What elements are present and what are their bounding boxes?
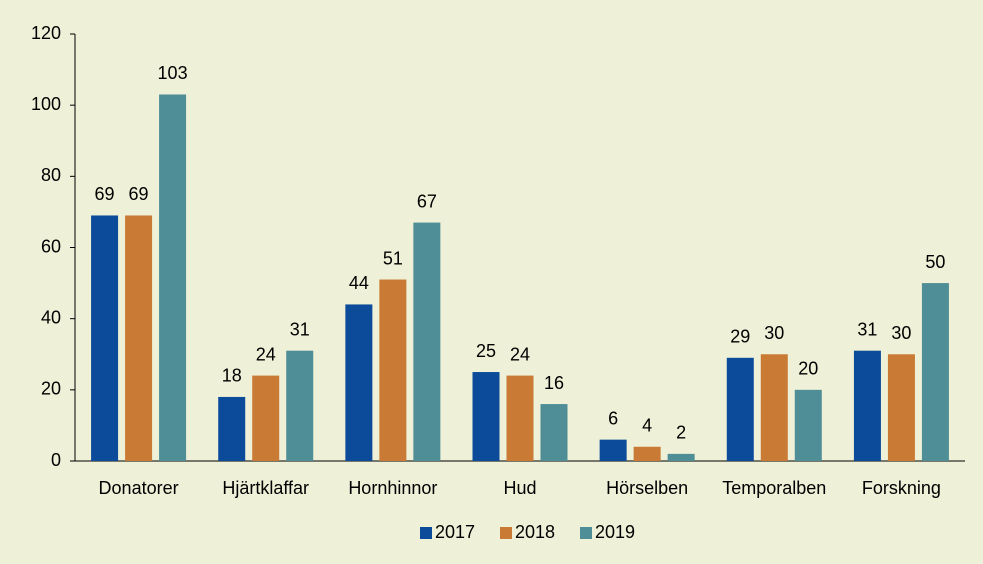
bar	[472, 372, 500, 461]
bar	[252, 375, 280, 461]
x-tick-label: Donatorer	[99, 478, 179, 498]
value-label: 51	[383, 248, 403, 268]
legend-swatch	[580, 527, 592, 539]
y-tick-label: 100	[31, 94, 61, 114]
value-label: 2	[676, 423, 686, 443]
value-label: 20	[798, 359, 818, 379]
value-label: 69	[95, 184, 115, 204]
bar	[91, 215, 119, 461]
x-tick-label: Hörselben	[606, 478, 688, 498]
bar	[887, 354, 915, 461]
value-label: 16	[544, 373, 564, 393]
value-label: 6	[608, 408, 618, 428]
x-tick-label: Hud	[503, 478, 536, 498]
bar	[286, 350, 314, 461]
value-label: 24	[510, 344, 530, 364]
value-label: 25	[476, 341, 496, 361]
value-label: 30	[764, 323, 784, 343]
legend-swatch	[420, 527, 432, 539]
value-label: 31	[290, 319, 310, 339]
y-tick-label: 120	[31, 23, 61, 43]
y-tick-label: 20	[41, 379, 61, 399]
bar	[633, 446, 661, 461]
value-label: 24	[256, 344, 276, 364]
bar	[726, 357, 754, 461]
bar	[379, 279, 407, 461]
bar	[853, 350, 881, 461]
value-label: 31	[857, 319, 877, 339]
value-label: 50	[925, 252, 945, 272]
bar	[413, 222, 441, 461]
y-tick-label: 80	[41, 165, 61, 185]
bar	[760, 354, 788, 461]
x-tick-label: Hornhinnor	[348, 478, 437, 498]
value-label: 67	[417, 191, 437, 211]
bar	[540, 404, 568, 461]
legend-label: 2017	[435, 522, 475, 542]
bar	[218, 396, 246, 461]
bar	[125, 215, 153, 461]
value-label: 69	[129, 184, 149, 204]
y-tick-label: 40	[41, 307, 61, 327]
bar	[506, 375, 534, 461]
value-label: 103	[158, 63, 188, 83]
x-tick-label: Hjärtklaffar	[222, 478, 309, 498]
bar	[921, 283, 949, 461]
x-tick-label: Temporalben	[722, 478, 826, 498]
x-tick-label: Forskning	[862, 478, 941, 498]
bar	[599, 439, 627, 461]
value-label: 30	[891, 323, 911, 343]
bar	[159, 94, 187, 461]
value-label: 44	[349, 273, 369, 293]
value-label: 29	[730, 327, 750, 347]
bar	[794, 389, 822, 461]
bar	[667, 453, 695, 461]
legend-label: 2018	[515, 522, 555, 542]
value-label: 4	[642, 416, 652, 436]
y-tick-label: 60	[41, 236, 61, 256]
value-label: 18	[222, 366, 242, 386]
legend-swatch	[500, 527, 512, 539]
legend-label: 2019	[595, 522, 635, 542]
y-tick-label: 0	[51, 450, 61, 470]
bar	[345, 304, 373, 461]
